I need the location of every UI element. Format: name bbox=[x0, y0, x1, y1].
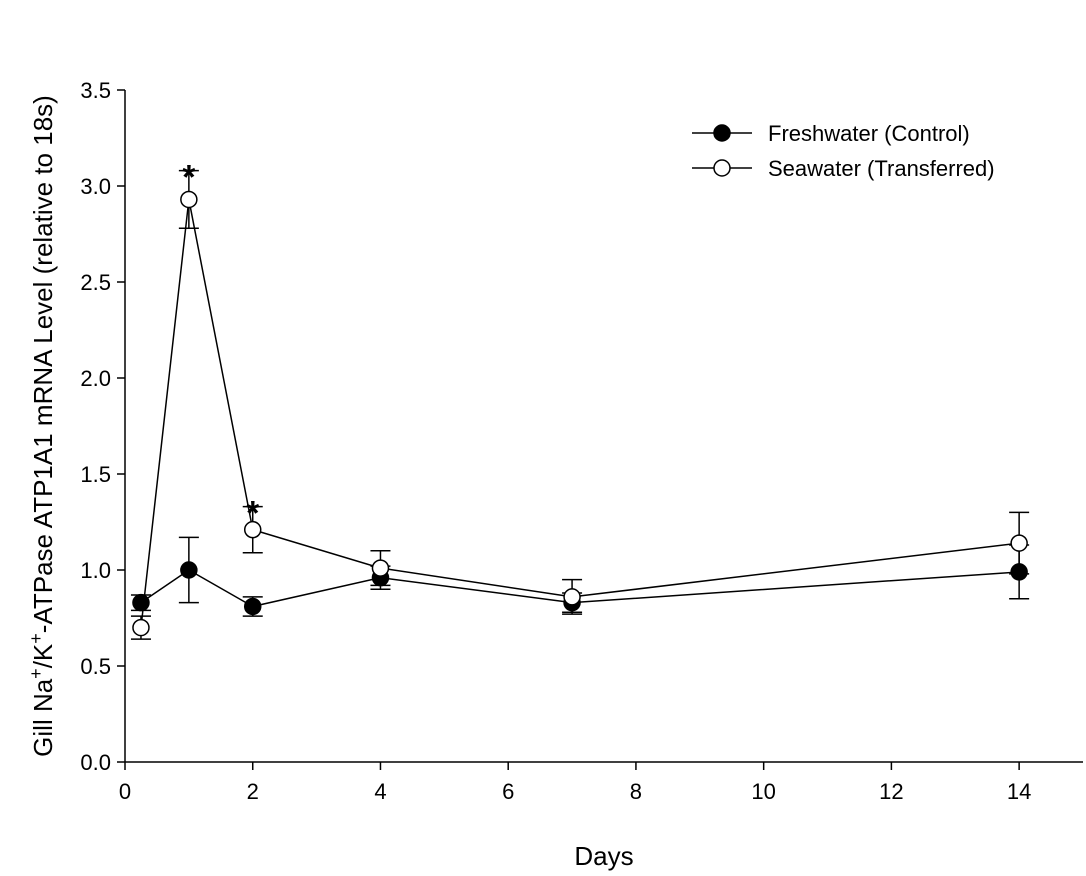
data-point-seawater bbox=[371, 559, 390, 577]
legend-item-freshwater: Freshwater (Control) bbox=[692, 121, 970, 146]
data-point-freshwater bbox=[132, 593, 150, 612]
x-tick-label: 8 bbox=[630, 779, 642, 804]
y-axis-title-part-3: -ATPase ATP1A1 mRNA Level (relative to 1… bbox=[28, 95, 58, 633]
legend-marker-open-circle bbox=[713, 159, 731, 177]
y-tick-label: 3.5 bbox=[80, 78, 111, 103]
significance-asterisk: * bbox=[246, 495, 260, 533]
x-tick-label: 2 bbox=[247, 779, 259, 804]
y-tick-label: 0.0 bbox=[80, 750, 111, 775]
y-axis-title-part-1: Gill Na bbox=[28, 678, 58, 757]
x-tick-label: 14 bbox=[1007, 779, 1031, 804]
y-tick-label: 0.5 bbox=[80, 654, 111, 679]
y-tick-label: 3.0 bbox=[80, 174, 111, 199]
data-point-seawater bbox=[180, 190, 198, 209]
y-axis-title: Gill Na+/K+-ATPase ATP1A1 mRNA Level (re… bbox=[26, 95, 58, 757]
y-axis-title-superscript-1: + bbox=[26, 668, 46, 679]
legend-marker-filled-circle bbox=[713, 124, 731, 142]
legend-item-seawater: Seawater (Transferred) bbox=[692, 156, 995, 181]
data-point-seawater bbox=[243, 520, 262, 539]
data-point-freshwater bbox=[243, 597, 262, 616]
data-point-freshwater bbox=[180, 561, 198, 579]
data-point-seawater bbox=[132, 618, 150, 637]
x-axis-title: Days bbox=[574, 841, 633, 871]
series-line-seawater bbox=[140, 199, 1020, 628]
data-point-seawater bbox=[563, 588, 581, 606]
y-axis-title-superscript-2: + bbox=[26, 633, 46, 644]
data-point-freshwater bbox=[1010, 563, 1028, 581]
x-tick-label: 0 bbox=[119, 779, 131, 804]
x-tick-label: 10 bbox=[751, 779, 775, 804]
plot-area bbox=[130, 169, 1030, 640]
series-line-freshwater bbox=[140, 569, 1020, 608]
y-axis-title-part-2: /K bbox=[28, 643, 58, 668]
y-tick-label: 2.5 bbox=[80, 270, 111, 295]
x-tick-label: 12 bbox=[879, 779, 903, 804]
legend-label-freshwater: Freshwater (Control) bbox=[768, 121, 970, 146]
y-ticks: 0.0 0.5 1.0 1.5 2.0 2.5 3.0 3.5 bbox=[80, 78, 125, 775]
significance-asterisk: * bbox=[182, 159, 196, 197]
y-tick-label: 1.0 bbox=[80, 558, 111, 583]
annotations: ** bbox=[182, 159, 260, 533]
x-ticks: 0 2 4 6 8 10 12 14 bbox=[119, 762, 1031, 804]
y-tick-label: 2.0 bbox=[80, 366, 111, 391]
x-tick-label: 6 bbox=[502, 779, 514, 804]
legend: Freshwater (Control) Seawater (Transferr… bbox=[692, 121, 995, 181]
y-tick-label: 1.5 bbox=[80, 462, 111, 487]
x-tick-label: 4 bbox=[374, 779, 386, 804]
axes bbox=[124, 90, 1083, 763]
data-point-seawater bbox=[1010, 534, 1028, 552]
legend-label-seawater: Seawater (Transferred) bbox=[768, 156, 995, 181]
